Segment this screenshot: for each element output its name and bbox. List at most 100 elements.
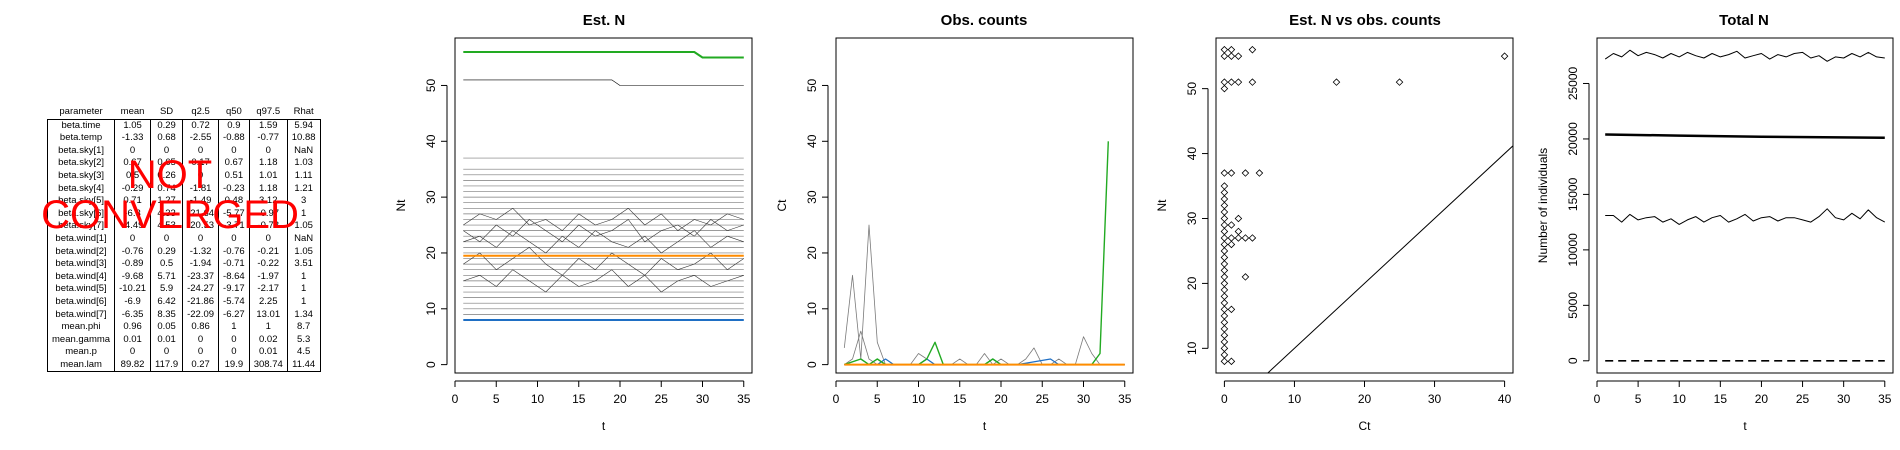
data-point xyxy=(1332,78,1341,86)
table-cell: -0.78 xyxy=(248,220,288,233)
table-cell: 8.35 xyxy=(150,308,184,322)
table-cell: -5.74 xyxy=(218,295,250,309)
table-cell: 0 xyxy=(218,346,250,359)
table-cell: -21.64 xyxy=(182,207,220,221)
data-point xyxy=(1227,221,1236,229)
table-cell: 1.05 xyxy=(286,220,321,233)
series-line xyxy=(1604,49,1885,62)
identity-line xyxy=(1267,145,1513,373)
x-tick-label: 15 xyxy=(953,392,967,406)
data-point xyxy=(1220,299,1229,307)
table-cell: beta.sky[6] xyxy=(46,207,116,221)
data-point xyxy=(1227,240,1236,249)
obs-counts-chart: Obs. counts t Ct 0 5 10 15 20 25 30 35 0 10 20 30 40 50 xyxy=(775,12,1134,433)
series-line xyxy=(463,79,744,86)
data-point xyxy=(1227,52,1236,60)
table-cell: 0 xyxy=(114,144,152,158)
x-tick-label: 35 xyxy=(737,392,751,406)
x-tick-label: 15 xyxy=(572,392,586,406)
data-point xyxy=(1220,279,1229,288)
table-cell: 5.3 xyxy=(286,333,321,347)
data-point xyxy=(1220,227,1229,236)
table-cell: 0.01 xyxy=(248,346,288,359)
table-cell: -1.97 xyxy=(248,270,288,284)
table-cell: -0.22 xyxy=(248,258,288,271)
table-cell: 0 xyxy=(218,144,250,158)
data-point xyxy=(1220,52,1229,60)
table-cell: 0 xyxy=(182,346,220,359)
table-cell: -1.49 xyxy=(182,195,220,208)
table-cell: beta.sky[7] xyxy=(46,220,116,233)
table-cell: 3.12 xyxy=(248,195,288,208)
est-n-vs-obs-chart: Est. N vs obs. counts Ct Nt 0 10 20 30 40 10 20 30… xyxy=(1155,12,1514,433)
x-axis-label: t xyxy=(983,419,987,433)
table-cell: 2.25 xyxy=(248,295,288,309)
series-line xyxy=(844,141,1109,366)
y-tick-label: 50 xyxy=(1185,82,1199,96)
data-point xyxy=(1227,357,1236,366)
table-cell: 1.18 xyxy=(248,157,288,170)
data-point xyxy=(1248,45,1257,54)
data-point xyxy=(1255,169,1264,177)
series-line xyxy=(463,219,744,243)
data-point xyxy=(1227,234,1236,242)
table-row: beta.wind[4] -9.68 5.71 -23.37 -8.64 -1.97 1 xyxy=(46,270,321,284)
table-cell: 0 xyxy=(182,169,220,183)
table-cell: 0.29 xyxy=(150,118,184,133)
data-point xyxy=(1220,266,1229,275)
table-row: beta.wind[1] 0 0 0 0 0 NaN xyxy=(46,232,321,246)
data-point xyxy=(1234,214,1243,223)
table-cell: 1 xyxy=(286,295,321,309)
table-cell: 0 xyxy=(150,144,184,158)
x-tick-label: 20 xyxy=(613,392,627,406)
table-cell: 0 xyxy=(218,333,250,347)
table-cell: -22.09 xyxy=(182,308,220,322)
table-cell: beta.wind[3] xyxy=(46,258,116,271)
series-line xyxy=(1605,133,1885,140)
table-cell: beta.sky[5] xyxy=(46,195,116,208)
table-cell: beta.wind[4] xyxy=(46,270,116,284)
data-point xyxy=(1234,52,1243,60)
table-cell: 0 xyxy=(114,346,152,359)
data-point xyxy=(1220,195,1229,203)
x-tick-label: 40 xyxy=(1498,392,1512,406)
y-tick-label: 15000 xyxy=(1566,177,1580,211)
table-cell: 0 xyxy=(248,232,288,246)
x-tick-label: 15 xyxy=(1714,392,1728,406)
table-cell: 0.71 xyxy=(114,195,152,208)
table-cell: beta.temp xyxy=(46,132,116,145)
data-point xyxy=(1227,169,1236,177)
table-cell: 0.65 xyxy=(150,157,184,170)
data-point xyxy=(1234,227,1243,236)
x-tick-label: 10 xyxy=(1288,392,1302,406)
plot-area xyxy=(1220,45,1513,373)
table-cell: 0 xyxy=(182,144,220,158)
y-tick-label: 0 xyxy=(805,361,819,368)
table-cell: beta.sky[2] xyxy=(46,157,116,170)
x-tick-label: 5 xyxy=(874,392,881,406)
data-point xyxy=(1220,305,1229,314)
x-tick-label: 30 xyxy=(1428,392,1442,406)
plot-frame xyxy=(835,37,1134,374)
table-cell: 0.67 xyxy=(114,157,152,170)
y-tick-label: 25000 xyxy=(1566,66,1580,100)
data-point xyxy=(1220,188,1229,197)
table-cell: -4.49 xyxy=(114,220,152,233)
table-cell: 0.02 xyxy=(248,333,288,347)
y-tick-label: 30 xyxy=(1185,211,1199,225)
table-cell: -0.76 xyxy=(218,245,250,259)
x-tick-label: 35 xyxy=(1878,392,1892,406)
table-cell: 0 xyxy=(182,333,220,347)
x-axis-label: t xyxy=(1743,419,1747,433)
x-tick-label: 5 xyxy=(1635,392,1642,406)
y-axis-label: Nt xyxy=(394,199,408,212)
table-cell: 0.01 xyxy=(114,333,152,347)
y-tick-label: 40 xyxy=(424,134,438,148)
table-cell: -21.86 xyxy=(182,295,220,309)
data-point xyxy=(1220,201,1229,210)
table-row: beta.temp -1.33 0.68 -2.55 -0.88 -0.77 10.88 xyxy=(46,132,321,145)
y-tick-label: 0 xyxy=(424,361,438,368)
table-cell: 0.26 xyxy=(150,169,184,183)
x-tick-label: 10 xyxy=(531,392,545,406)
